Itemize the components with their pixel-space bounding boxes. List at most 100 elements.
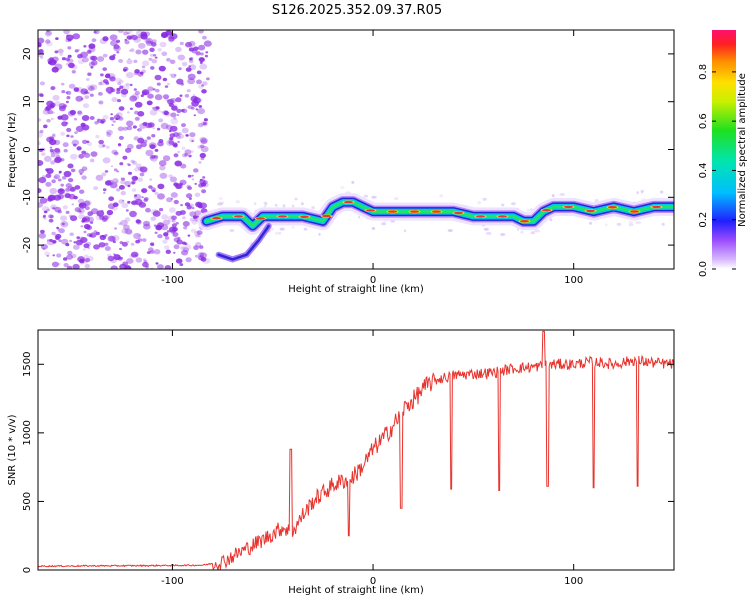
noise-speckle <box>169 59 176 64</box>
noise-speckle <box>62 257 68 261</box>
noise-speckle <box>291 225 295 229</box>
noise-speckle <box>81 115 90 121</box>
noise-speckle <box>152 127 155 130</box>
noise-speckle <box>130 201 136 205</box>
ridge-peak <box>586 209 595 213</box>
noise-speckle <box>68 62 75 69</box>
noise-speckle <box>72 33 81 40</box>
noise-speckle <box>191 207 195 210</box>
noise-speckle <box>44 107 50 112</box>
noise-speckle <box>179 41 184 46</box>
noise-speckle <box>66 96 71 100</box>
noise-speckle <box>194 192 201 197</box>
noise-speckle <box>38 42 42 48</box>
noise-speckle <box>116 188 121 192</box>
noise-speckle <box>52 60 57 64</box>
noise-speckle <box>111 97 118 103</box>
noise-speckle <box>123 224 130 231</box>
noise-speckle <box>171 219 176 223</box>
snr-x-tick-label: -100 <box>161 576 184 587</box>
noise-speckle <box>164 97 169 101</box>
noise-speckle <box>38 118 42 122</box>
noise-speckle <box>185 41 192 48</box>
noise-speckle <box>530 231 536 235</box>
noise-speckle <box>50 86 56 91</box>
noise-speckle <box>149 47 155 52</box>
noise-speckle <box>41 232 44 235</box>
noise-speckle <box>103 191 106 194</box>
noise-speckle <box>150 187 156 192</box>
noise-speckle <box>117 126 124 132</box>
noise-speckle <box>171 223 177 228</box>
noise-speckle <box>196 70 202 75</box>
noise-speckle <box>189 138 195 143</box>
noise-speckle <box>191 219 198 225</box>
noise-speckle <box>59 53 63 56</box>
noise-speckle <box>74 207 81 213</box>
snr-y-tick-label: 0 <box>22 567 33 573</box>
noise-speckle <box>81 56 89 63</box>
noise-speckle <box>65 187 70 192</box>
noise-speckle <box>136 128 140 131</box>
noise-speckle <box>54 101 61 107</box>
noise-speckle <box>162 239 168 244</box>
noise-speckle <box>165 249 171 254</box>
noise-speckle <box>150 216 157 221</box>
ridge-peak <box>388 210 397 213</box>
colorbar-tick-label: 0.8 <box>698 64 709 80</box>
noise-speckle <box>148 185 153 189</box>
noise-speckle <box>110 265 118 269</box>
noise-speckle <box>394 197 399 201</box>
noise-speckle <box>160 122 169 130</box>
noise-speckle <box>153 106 160 111</box>
noise-speckle <box>196 79 202 85</box>
snr-x-tick-label: 100 <box>564 576 583 587</box>
noise-speckle <box>47 109 53 115</box>
noise-speckle <box>216 202 223 206</box>
noise-speckle <box>62 205 68 210</box>
chart-title: S126.2025.352.09.37.R05 <box>272 3 442 18</box>
noise-speckle <box>154 148 159 152</box>
noise-speckle <box>122 155 128 160</box>
snr-y-tick-label: 1500 <box>22 352 33 377</box>
spectrogram-x-tick-label: 100 <box>564 275 583 286</box>
noise-speckle <box>126 229 133 235</box>
noise-speckle <box>175 134 181 139</box>
noise-speckle <box>117 30 124 33</box>
noise-speckle <box>127 184 131 188</box>
noise-speckle <box>403 229 407 233</box>
noise-speckle <box>134 101 143 108</box>
noise-speckle <box>119 247 122 251</box>
noise-speckle <box>71 203 75 206</box>
noise-speckle <box>154 56 158 59</box>
noise-speckle <box>218 197 223 200</box>
noise-speckle <box>58 228 65 234</box>
noise-speckle <box>165 124 173 130</box>
ridge-peak <box>432 210 441 213</box>
noise-speckle <box>121 202 129 209</box>
noise-speckle <box>235 200 240 204</box>
noise-speckle <box>140 33 148 40</box>
snr-frame <box>37 329 675 571</box>
noise-speckle <box>189 57 193 61</box>
noise-speckle <box>192 215 198 219</box>
noise-speckle <box>118 199 125 204</box>
noise-speckle <box>188 65 191 68</box>
noise-speckle <box>150 155 158 162</box>
ridge-peak <box>652 205 661 209</box>
noise-speckle <box>85 206 90 211</box>
noise-speckle <box>104 180 112 186</box>
noise-speckle <box>71 64 78 70</box>
noise-speckle <box>141 89 150 96</box>
noise-speckle <box>98 92 103 96</box>
noise-speckle <box>70 135 74 138</box>
noise-speckle <box>45 39 51 44</box>
noise-speckle <box>87 246 90 250</box>
noise-speckle <box>43 210 48 214</box>
colorbar-tick-label: 0.2 <box>698 212 709 228</box>
noise-speckle <box>229 229 235 232</box>
noise-speckle <box>121 241 128 247</box>
noise-speckle <box>46 41 53 47</box>
noise-speckle <box>186 89 191 93</box>
noise-speckle <box>67 54 72 58</box>
